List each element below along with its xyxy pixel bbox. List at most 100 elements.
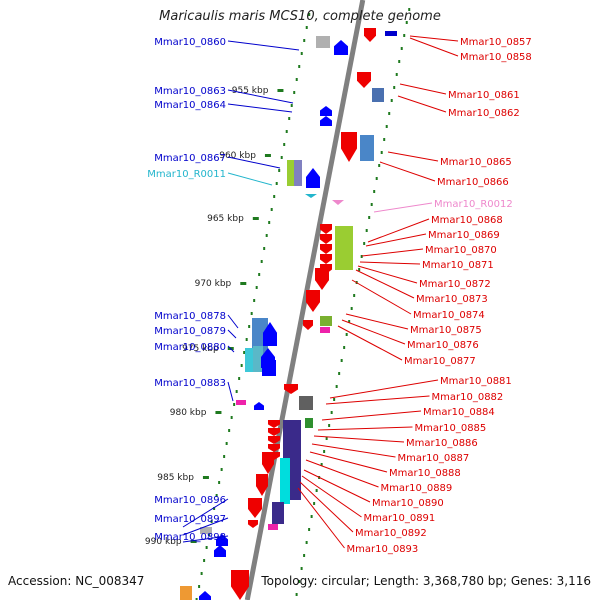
dot-mark bbox=[345, 333, 348, 336]
right-gene-label: Mmar10_0891 bbox=[364, 513, 436, 524]
reverse-gene-arrow bbox=[364, 28, 376, 42]
map-title: Maricaulis maris MCS10, complete genome bbox=[159, 9, 441, 24]
dot-mark bbox=[230, 416, 233, 419]
dot-mark bbox=[300, 52, 303, 55]
reverse-gene-arrow bbox=[320, 254, 332, 264]
right-leader-line bbox=[379, 161, 436, 182]
gene-feature bbox=[320, 316, 332, 326]
left-leader-line bbox=[227, 103, 293, 113]
right-gene-label: Mmar10_0882 bbox=[432, 392, 504, 403]
dot-mark bbox=[268, 221, 271, 224]
dot-mark bbox=[288, 117, 291, 120]
right-gene-label: Mmar10_R0012 bbox=[434, 199, 513, 210]
left-gene-label: Mmar10_0896 bbox=[154, 495, 226, 506]
dot-mark bbox=[293, 91, 296, 94]
dot-mark bbox=[213, 507, 216, 510]
dot-mark bbox=[320, 463, 323, 466]
right-leader-line bbox=[357, 265, 418, 284]
right-gene-label: Mmar10_0861 bbox=[448, 90, 520, 101]
dot-mark bbox=[373, 190, 376, 193]
genome-backbone-line bbox=[244, 0, 366, 601]
right-gene-label: Mmar10_0868 bbox=[431, 215, 503, 226]
dot-mark bbox=[283, 143, 286, 146]
forward-gene-arrow bbox=[306, 168, 320, 188]
left-leader-line bbox=[227, 89, 294, 104]
dot-mark bbox=[353, 294, 356, 297]
dot-mark bbox=[395, 73, 398, 76]
kbp-tick-mark bbox=[240, 282, 247, 285]
reverse-gene-arrow bbox=[268, 436, 280, 444]
dot-mark bbox=[260, 260, 263, 263]
right-gene-label: Mmar10_0872 bbox=[419, 279, 491, 290]
dot-mark bbox=[265, 234, 268, 237]
left-leader-line bbox=[227, 40, 300, 51]
gene-feature bbox=[253, 346, 263, 372]
dot-mark bbox=[240, 364, 243, 367]
right-leader-line bbox=[397, 95, 447, 113]
right-leader-line bbox=[355, 269, 415, 299]
dot-mark bbox=[263, 247, 266, 250]
dot-mark bbox=[270, 208, 273, 211]
kbp-tick-mark bbox=[190, 540, 197, 543]
right-gene-label: Mmar10_0875 bbox=[410, 325, 482, 336]
gene-feature bbox=[268, 524, 278, 530]
dot-mark bbox=[390, 99, 393, 102]
left-gene-label: Mmar10_0879 bbox=[154, 326, 226, 337]
dot-mark bbox=[305, 26, 308, 29]
kbp-tick-label: 960 kbp bbox=[219, 151, 256, 161]
dot-mark bbox=[238, 377, 241, 380]
reverse-gene-arrow bbox=[320, 224, 332, 234]
left-leader-line bbox=[182, 498, 229, 528]
left-leader-line bbox=[182, 517, 229, 536]
accession-text: Accession: NC_008347 bbox=[8, 574, 145, 588]
rna-feature bbox=[332, 200, 344, 205]
dot-mark bbox=[310, 515, 313, 518]
dot-mark bbox=[380, 151, 383, 154]
right-gene-label: Mmar10_0862 bbox=[448, 108, 520, 119]
gene-feature bbox=[294, 160, 302, 186]
gene-feature bbox=[262, 360, 276, 376]
dot-mark bbox=[248, 325, 251, 328]
dot-mark bbox=[403, 34, 406, 37]
dot-mark bbox=[298, 65, 301, 68]
right-gene-label: Mmar10_0890 bbox=[372, 498, 444, 509]
kbp-tick-label: 965 kbp bbox=[207, 214, 244, 224]
dot-mark bbox=[368, 216, 371, 219]
dot-mark bbox=[330, 411, 333, 414]
right-gene-label: Mmar10_0877 bbox=[404, 356, 476, 367]
dot-mark bbox=[295, 593, 298, 596]
dot-mark bbox=[360, 255, 363, 258]
dot-mark bbox=[255, 286, 258, 289]
right-gene-label: Mmar10_0893 bbox=[347, 544, 419, 555]
right-leader-line bbox=[297, 487, 345, 549]
reverse-gene-arrow bbox=[306, 290, 320, 312]
right-leader-line bbox=[317, 426, 413, 431]
left-leader-line bbox=[227, 172, 273, 186]
right-gene-label: Mmar10_0873 bbox=[416, 294, 488, 305]
right-leader-line bbox=[387, 151, 439, 162]
reverse-gene-arrow bbox=[262, 452, 274, 474]
dot-mark bbox=[398, 60, 401, 63]
right-leader-line bbox=[303, 469, 371, 503]
right-leader-line bbox=[321, 410, 422, 421]
right-gene-label: Mmar10_0889 bbox=[381, 483, 453, 494]
left-gene-label: Mmar10_0898 bbox=[154, 532, 226, 543]
gene-feature bbox=[287, 160, 294, 186]
dot-mark bbox=[378, 164, 381, 167]
dot-mark bbox=[348, 320, 351, 323]
dot-mark bbox=[235, 390, 238, 393]
right-leader-line bbox=[313, 435, 405, 443]
right-gene-label: Mmar10_0884 bbox=[423, 407, 495, 418]
dot-mark bbox=[340, 359, 343, 362]
dot-mark bbox=[305, 541, 308, 544]
gene-feature bbox=[180, 586, 192, 600]
reverse-gene-arrow bbox=[303, 320, 313, 330]
right-gene-label: Mmar10_0887 bbox=[398, 453, 470, 464]
dot-mark bbox=[350, 307, 353, 310]
right-leader-line bbox=[329, 379, 439, 399]
dot-mark bbox=[358, 268, 361, 271]
dot-mark bbox=[303, 39, 306, 42]
forward-gene-arrow bbox=[214, 545, 226, 557]
forward-gene-arrow bbox=[263, 322, 277, 346]
